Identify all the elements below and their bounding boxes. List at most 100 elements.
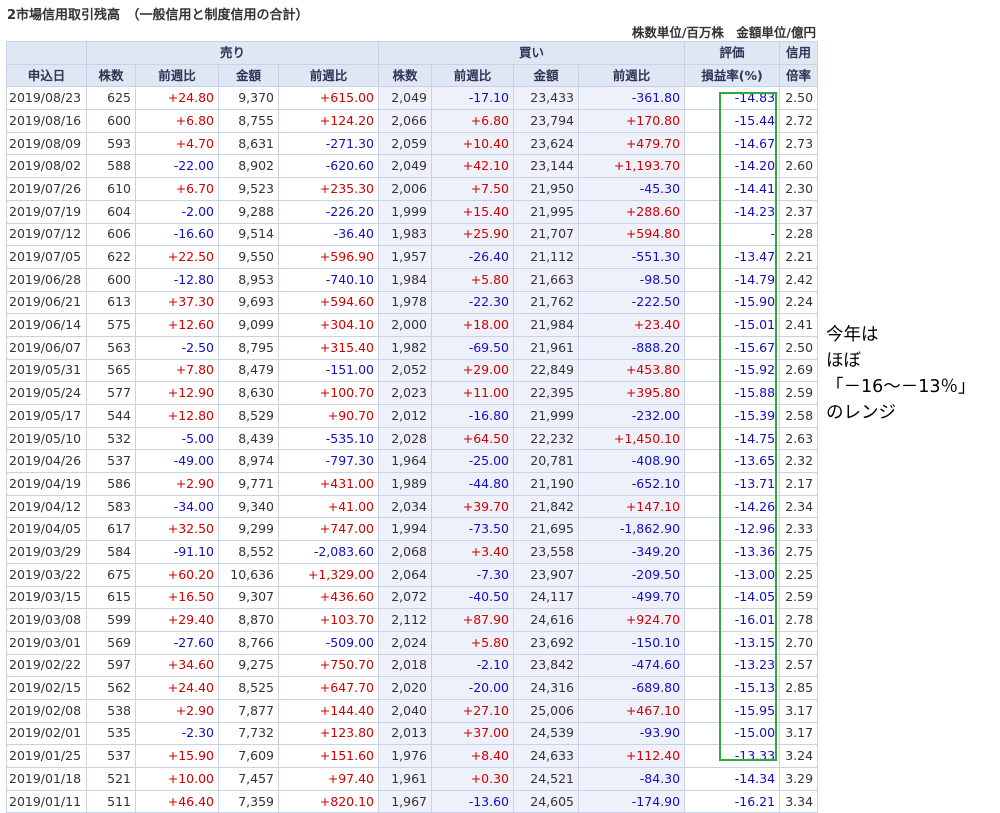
cell-date: 2019/06/07	[6, 335, 87, 360]
header-credit: 信用	[779, 41, 819, 65]
cell-sell-shares-change: +6.80	[135, 109, 219, 133]
cell-profit-loss-rate: -13.36	[684, 540, 781, 564]
cell-credit-ratio: 2.33	[779, 517, 819, 542]
cell-credit-ratio: 2.57	[779, 653, 819, 678]
cell-buy-amount-change: -150.10	[578, 630, 686, 655]
cell-sell-shares: 625	[86, 86, 136, 111]
cell-date: 2019/03/29	[6, 540, 87, 564]
cell-sell-amount-change: +124.20	[277, 109, 380, 133]
cell-buy-amount-change: -551.30	[578, 245, 686, 269]
cell-buy-shares: 2,000	[378, 313, 433, 337]
table-row: 2019/08/09 593 +4.70 8,631 -271.30 2,059 +10.4…	[6, 131, 819, 156]
cell-sell-shares: 600	[86, 109, 136, 133]
cell-buy-shares: 2,012	[378, 404, 433, 428]
cell-buy-amount-change: -93.90	[578, 721, 686, 746]
cell-date: 2019/03/22	[6, 562, 87, 587]
cell-sell-amount-change: +151.60	[277, 744, 380, 768]
cell-sell-shares-change: -27.60	[135, 630, 219, 655]
cell-sell-shares-change: -12.80	[135, 267, 219, 292]
cell-sell-amount-change: +304.10	[277, 313, 380, 337]
cell-credit-ratio: 2.59	[779, 381, 819, 405]
cell-sell-amount: 8,755	[218, 109, 279, 133]
cell-sell-amount-change: +750.70	[277, 653, 380, 678]
cell-buy-amount: 23,144	[513, 154, 580, 179]
cell-buy-shares-change: -7.30	[431, 562, 515, 587]
table-body: 2019/08/23 625 +24.80 9,370 +615.00 2,049 -17.…	[6, 86, 819, 813]
cell-sell-amount-change: +1,329.00	[277, 562, 380, 587]
cell-buy-amount: 25,006	[513, 698, 580, 723]
cell-sell-amount-change: -535.10	[277, 426, 380, 451]
table-row: 2019/04/19 586 +2.90 9,771 +431.00 1,989 -44.8…	[6, 472, 819, 496]
cell-credit-ratio: 2.25	[779, 562, 819, 587]
cell-profit-loss-rate: -15.88	[684, 381, 781, 405]
cell-sell-amount: 8,795	[218, 335, 279, 360]
cell-date: 2019/03/08	[6, 608, 87, 632]
cell-sell-shares-change: +29.40	[135, 608, 219, 632]
cell-sell-amount-change: -36.40	[277, 222, 380, 247]
cell-sell-shares: 544	[86, 404, 136, 428]
cell-buy-amount-change: +453.80	[578, 358, 686, 383]
cell-buy-shares: 1,964	[378, 449, 433, 474]
cell-buy-shares-change: +5.80	[431, 630, 515, 655]
cell-buy-shares: 1,989	[378, 472, 433, 496]
cell-sell-shares-change: +24.80	[135, 86, 219, 111]
cell-buy-shares-change: -25.00	[431, 449, 515, 474]
cell-sell-amount: 8,630	[218, 381, 279, 405]
cell-buy-shares-change: -40.50	[431, 585, 515, 610]
cell-sell-shares-change: +32.50	[135, 517, 219, 542]
cell-sell-shares: 615	[86, 585, 136, 610]
cell-sell-amount-change: +100.70	[277, 381, 380, 405]
cell-sell-shares-change: +60.20	[135, 562, 219, 587]
cell-sell-amount-change: -226.20	[277, 199, 380, 224]
cell-profit-loss-rate: -14.34	[684, 767, 781, 791]
cell-sell-amount-change: +235.30	[277, 177, 380, 201]
table-row: 2019/04/26 537 -49.00 8,974 -797.30 1,964 -25.…	[6, 449, 819, 474]
cell-profit-loss-rate: -15.67	[684, 335, 781, 360]
cell-sell-shares: 600	[86, 267, 136, 292]
cell-sell-shares-change: -2.30	[135, 721, 219, 746]
table-row: 2019/03/15 615 +16.50 9,307 +436.60 2,072 -40.…	[6, 585, 819, 610]
cell-sell-amount-change: +647.70	[277, 676, 380, 700]
cell-profit-loss-rate: -14.79	[684, 267, 781, 292]
cell-credit-ratio: 3.17	[779, 721, 819, 746]
cell-profit-loss-rate: -16.01	[684, 608, 781, 632]
note-line: のレンジ	[826, 403, 896, 423]
cell-credit-ratio: 2.59	[779, 585, 819, 610]
cell-date: 2019/04/19	[6, 472, 87, 496]
cell-profit-loss-rate: -14.23	[684, 199, 781, 224]
cell-profit-loss-rate: -13.33	[684, 744, 781, 768]
cell-date: 2019/08/23	[6, 86, 87, 111]
cell-sell-amount: 9,370	[218, 86, 279, 111]
table-row: 2019/01/18 521 +10.00 7,457 +97.40 1,961 +0.30…	[6, 767, 819, 791]
cell-sell-shares: 617	[86, 517, 136, 542]
cell-buy-shares-change: -44.80	[431, 472, 515, 496]
cell-sell-shares: 597	[86, 653, 136, 678]
cell-profit-loss-rate: -13.23	[684, 653, 781, 678]
cell-buy-amount-change: -1,862.90	[578, 517, 686, 542]
cell-buy-amount: 21,950	[513, 177, 580, 201]
cell-buy-shares: 1,983	[378, 222, 433, 247]
cell-sell-shares-change: +12.90	[135, 381, 219, 405]
cell-profit-loss-rate: -15.39	[684, 404, 781, 428]
cell-buy-shares-change: -2.10	[431, 653, 515, 678]
cell-profit-loss-rate: -13.47	[684, 245, 781, 269]
cell-profit-loss-rate: -13.00	[684, 562, 781, 587]
cell-buy-shares: 2,028	[378, 426, 433, 451]
cell-date: 2019/06/21	[6, 290, 87, 315]
cell-date: 2019/04/05	[6, 517, 87, 542]
cell-buy-amount-change: -222.50	[578, 290, 686, 315]
cell-sell-shares: 532	[86, 426, 136, 451]
cell-sell-shares-change: +37.30	[135, 290, 219, 315]
cell-buy-shares-change: +15.40	[431, 199, 515, 224]
cell-profit-loss-rate: -	[684, 222, 781, 247]
cell-credit-ratio: 3.17	[779, 698, 819, 723]
cell-buy-shares-change: +3.40	[431, 540, 515, 564]
cell-sell-amount-change: -151.00	[277, 358, 380, 383]
table-row: 2019/02/01 535 -2.30 7,732 +123.80 2,013 +37.0…	[6, 721, 819, 746]
cell-sell-shares-change: -2.00	[135, 199, 219, 224]
cell-buy-amount: 24,316	[513, 676, 580, 700]
cell-date: 2019/05/17	[6, 404, 87, 428]
cell-sell-shares: 606	[86, 222, 136, 247]
cell-buy-shares: 1,982	[378, 335, 433, 360]
cell-sell-shares-change: -49.00	[135, 449, 219, 474]
